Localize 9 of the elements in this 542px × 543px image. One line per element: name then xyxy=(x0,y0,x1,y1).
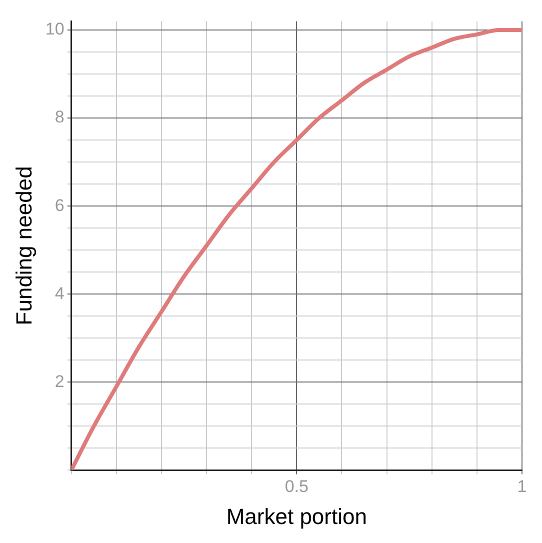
y-axis-title: Funding needed xyxy=(11,166,36,326)
y-tick-label: 8 xyxy=(54,108,64,127)
y-tick-label: 4 xyxy=(54,284,64,303)
x-tick-label: 0.5 xyxy=(284,477,308,496)
y-tick-label: 6 xyxy=(54,196,64,215)
y-tick-label: 10 xyxy=(45,20,64,39)
y-tick-label: 2 xyxy=(54,372,64,391)
x-axis-title: Market portion xyxy=(226,504,367,529)
x-tick-label: 1 xyxy=(517,477,527,496)
